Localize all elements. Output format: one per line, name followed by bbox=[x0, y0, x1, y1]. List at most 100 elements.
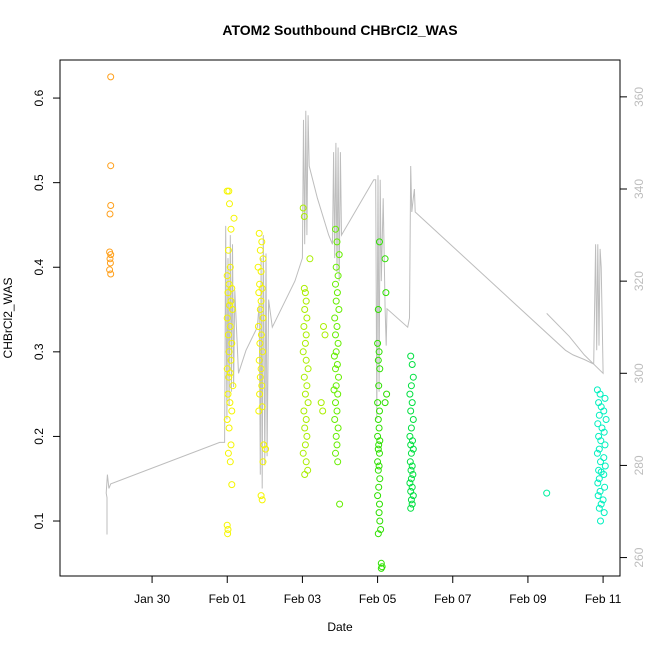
y2-tick-label: 300 bbox=[632, 363, 646, 383]
data-point bbox=[381, 399, 389, 407]
data-point bbox=[228, 284, 236, 292]
data-point bbox=[227, 441, 235, 449]
plot-frame bbox=[59, 59, 621, 577]
data-point bbox=[595, 445, 603, 453]
data-point bbox=[332, 432, 340, 440]
data-point bbox=[302, 356, 310, 364]
data-point bbox=[107, 270, 115, 278]
y2-tick-label: 320 bbox=[632, 271, 646, 291]
data-point bbox=[409, 437, 416, 445]
data-point bbox=[334, 339, 342, 347]
data-point bbox=[259, 348, 267, 356]
data-point bbox=[256, 339, 264, 347]
data-point bbox=[376, 365, 384, 373]
data-point bbox=[335, 373, 342, 381]
data-point bbox=[228, 407, 236, 415]
data-point bbox=[225, 373, 233, 381]
y-axis-label: CHBrCl2_WAS bbox=[1, 278, 15, 359]
data-point bbox=[597, 500, 605, 508]
data-point bbox=[229, 306, 236, 313]
data-point bbox=[107, 251, 115, 259]
data-point bbox=[225, 424, 233, 432]
data-point bbox=[224, 390, 232, 398]
data-point bbox=[376, 449, 383, 457]
y-tick-label: 0.5 bbox=[32, 174, 46, 191]
data-point bbox=[335, 306, 343, 313]
data-point bbox=[257, 297, 265, 305]
y2-tick-label: 340 bbox=[632, 179, 646, 199]
data-point bbox=[408, 483, 416, 491]
data-point bbox=[376, 407, 383, 415]
data-point bbox=[601, 462, 609, 470]
data-point bbox=[106, 266, 114, 274]
data-point bbox=[255, 407, 263, 415]
data-point bbox=[407, 466, 415, 474]
data-point bbox=[376, 517, 384, 525]
data-point bbox=[333, 441, 341, 449]
data-point bbox=[601, 441, 609, 449]
data-point bbox=[595, 432, 603, 440]
data-point bbox=[225, 348, 233, 356]
data-point bbox=[594, 492, 602, 500]
data-point bbox=[226, 323, 234, 330]
data-point bbox=[333, 238, 341, 246]
data-point bbox=[303, 432, 311, 440]
data-point bbox=[374, 306, 382, 313]
data-point bbox=[254, 323, 262, 330]
data-point bbox=[409, 471, 417, 478]
data-point bbox=[301, 306, 309, 313]
data-point bbox=[334, 458, 342, 466]
data-point bbox=[597, 437, 605, 445]
data-point bbox=[226, 399, 234, 407]
data-point bbox=[375, 509, 383, 517]
data-point bbox=[382, 289, 390, 297]
data-point bbox=[407, 475, 415, 483]
data-point bbox=[225, 187, 233, 195]
data-point bbox=[333, 407, 341, 415]
data-point bbox=[301, 339, 309, 347]
data-point bbox=[406, 479, 414, 487]
data-point bbox=[107, 202, 115, 209]
data-point bbox=[374, 339, 382, 347]
data-point bbox=[597, 517, 604, 525]
data-point bbox=[374, 356, 382, 364]
data-point bbox=[319, 407, 327, 415]
data-point bbox=[383, 390, 391, 398]
data-point bbox=[259, 255, 267, 263]
data-point bbox=[259, 458, 267, 466]
data-point bbox=[376, 238, 383, 246]
data-point bbox=[332, 280, 339, 288]
data-point bbox=[333, 361, 341, 368]
data-point bbox=[300, 284, 308, 292]
x-tick-label: Feb 09 bbox=[509, 592, 547, 606]
data-point bbox=[332, 382, 340, 390]
data-point bbox=[302, 416, 310, 423]
data-point bbox=[407, 382, 415, 390]
data-point bbox=[409, 373, 417, 381]
data-point bbox=[258, 403, 266, 411]
data-point bbox=[598, 424, 606, 432]
data-point bbox=[255, 356, 263, 364]
data-point bbox=[304, 466, 312, 474]
data-point bbox=[336, 500, 344, 508]
data-point bbox=[596, 390, 604, 398]
data-point bbox=[595, 411, 603, 419]
data-point bbox=[227, 225, 235, 233]
data-point bbox=[381, 255, 389, 263]
data-point bbox=[409, 492, 417, 500]
data-point bbox=[377, 526, 385, 533]
data-point bbox=[301, 471, 309, 478]
data-point bbox=[230, 214, 238, 222]
data-point bbox=[223, 416, 231, 423]
data-point bbox=[332, 297, 340, 305]
data-point bbox=[407, 496, 415, 504]
data-point bbox=[223, 314, 231, 322]
data-point bbox=[406, 390, 414, 398]
data-point bbox=[224, 331, 232, 339]
data-point bbox=[375, 441, 383, 449]
data-point bbox=[299, 449, 307, 457]
data-point bbox=[229, 382, 237, 390]
data-point bbox=[257, 268, 265, 275]
data-point bbox=[256, 306, 264, 313]
data-point bbox=[224, 289, 232, 297]
